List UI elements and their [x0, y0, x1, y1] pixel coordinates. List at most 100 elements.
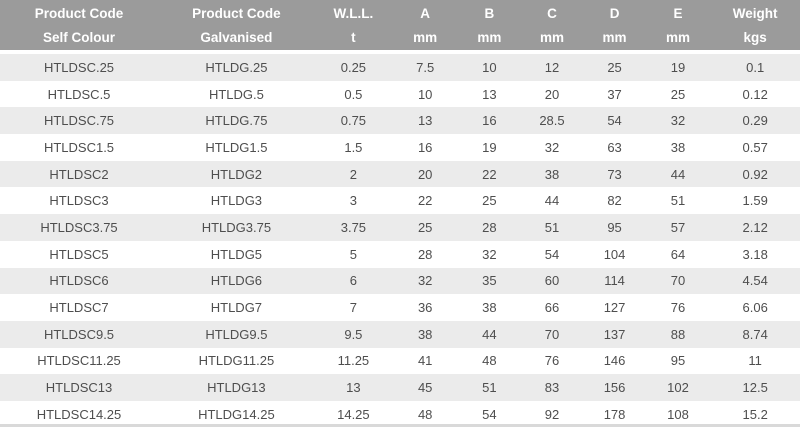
table-cell: 63	[583, 134, 646, 161]
table-cell: 146	[583, 347, 646, 375]
table-cell: 70	[645, 267, 711, 295]
table-cell: 48	[391, 400, 459, 427]
table-cell: 45	[391, 374, 459, 401]
table-row: HTLDSC.75 HTLDG.75 0.75 13 16 28.5 54 32 0.29	[0, 107, 800, 135]
header-product-code-self-colour: Product Code	[0, 0, 158, 26]
table-cell: 7.5	[391, 54, 459, 81]
table-cell: 57	[645, 214, 711, 241]
table-cell: 3.75	[314, 214, 392, 241]
table-cell: 76	[645, 294, 711, 321]
table-cell: HTLDSC1.5	[0, 134, 158, 161]
header-dim-b: B	[458, 0, 521, 26]
table-cell: 13	[314, 374, 392, 401]
table-cell: 8.74	[710, 320, 800, 348]
table-cell: 1.59	[710, 187, 800, 215]
header-unit-galvanised: Galvanised	[158, 26, 315, 54]
table-cell: 60	[520, 267, 584, 295]
table-cell: 0.1	[710, 54, 800, 81]
table-cell: 35	[458, 267, 521, 295]
table-cell: 19	[645, 54, 711, 81]
table-cell: 11	[710, 347, 800, 375]
table-cell: 44	[645, 160, 711, 188]
table-cell: 95	[645, 347, 711, 375]
table-cell: HTLDG14.25	[158, 400, 315, 427]
table-cell: 156	[583, 374, 646, 401]
table-cell: 102	[645, 374, 711, 401]
table-cell: 32	[520, 134, 584, 161]
table-cell: 16	[458, 107, 521, 135]
table-body: HTLDSC.25 HTLDG.25 0.25 7.5 10 12 25 19 0.1 HTLDS…	[0, 54, 800, 427]
table-cell: HTLDSC.75	[0, 107, 158, 135]
table-cell: 38	[520, 160, 584, 188]
table-cell: HTLDSC13	[0, 374, 158, 401]
table-row: HTLDSC3 HTLDG3 3 22 25 44 82 51 1.59	[0, 187, 800, 215]
table-cell: HTLDG6	[158, 267, 315, 295]
header-dim-a: A	[391, 0, 459, 26]
header-product-code-galvanised: Product Code	[158, 0, 315, 26]
table-cell: 64	[645, 240, 711, 268]
table-row: HTLDSC14.25 HTLDG14.25 14.25 48 54 92 178 108 15…	[0, 400, 800, 427]
table-cell: 0.92	[710, 160, 800, 188]
table-cell: 25	[391, 214, 459, 241]
table-cell: 28	[458, 214, 521, 241]
table-cell: 16	[391, 134, 459, 161]
table-cell: 2	[314, 160, 392, 188]
table-cell: 6	[314, 267, 392, 295]
table-cell: HTLDG3.75	[158, 214, 315, 241]
table-cell: 19	[458, 134, 521, 161]
table-cell: 3	[314, 187, 392, 215]
table-cell: 20	[391, 160, 459, 188]
table-cell: 7	[314, 294, 392, 321]
table-cell: 32	[645, 107, 711, 135]
table-cell: 36	[391, 294, 459, 321]
table-cell: 0.5	[314, 80, 392, 108]
table-cell: 14.25	[314, 400, 392, 427]
table-cell: 5	[314, 240, 392, 268]
table-cell: 95	[583, 214, 646, 241]
table-row: HTLDSC9.5 HTLDG9.5 9.5 38 44 70 137 88 8.74	[0, 320, 800, 348]
table-cell: 22	[458, 160, 521, 188]
table-row: HTLDSC11.25 HTLDG11.25 11.25 41 48 76 146 95 11	[0, 347, 800, 375]
table-cell: 13	[391, 107, 459, 135]
table-row: HTLDSC5 HTLDG5 5 28 32 54 104 64 3.18	[0, 240, 800, 268]
header-row-units: Self Colour Galvanised t mm mm mm mm mm …	[0, 26, 800, 54]
table-cell: 54	[583, 107, 646, 135]
table-cell: 51	[458, 374, 521, 401]
table-cell: 54	[520, 240, 584, 268]
table-cell: HTLDG7	[158, 294, 315, 321]
table-cell: 6.06	[710, 294, 800, 321]
table-row: HTLDSC13 HTLDG13 13 45 51 83 156 102 12.5	[0, 374, 800, 401]
table-cell: 114	[583, 267, 646, 295]
table-cell: HTLDG2	[158, 160, 315, 188]
table-cell: 12.5	[710, 374, 800, 401]
table-cell: 108	[645, 400, 711, 427]
table-cell: 38	[391, 320, 459, 348]
table-cell: HTLDSC5	[0, 240, 158, 268]
table-cell: 13	[458, 80, 521, 108]
table-cell: HTLDG1.5	[158, 134, 315, 161]
table-cell: HTLDG9.5	[158, 320, 315, 348]
table-cell: 0.25	[314, 54, 392, 81]
table-cell: HTLDG.25	[158, 54, 315, 81]
table-cell: 104	[583, 240, 646, 268]
table-cell: HTLDSC7	[0, 294, 158, 321]
table-row: HTLDSC7 HTLDG7 7 36 38 66 127 76 6.06	[0, 294, 800, 321]
table-cell: 44	[520, 187, 584, 215]
table-cell: HTLDG13	[158, 374, 315, 401]
header-unit-self-colour: Self Colour	[0, 26, 158, 54]
table-cell: 12	[520, 54, 584, 81]
header-unit-b-mm: mm	[458, 26, 521, 54]
header-unit-c-mm: mm	[520, 26, 584, 54]
table-cell: 32	[458, 240, 521, 268]
table-cell: 10	[458, 54, 521, 81]
table-cell: HTLDSC.25	[0, 54, 158, 81]
table-cell: 37	[583, 80, 646, 108]
header-dim-d: D	[583, 0, 646, 26]
table-cell: HTLDSC14.25	[0, 400, 158, 427]
table-cell: HTLDSC2	[0, 160, 158, 188]
table-cell: HTLDSC6	[0, 267, 158, 295]
table-cell: 28.5	[520, 107, 584, 135]
table-cell: 22	[391, 187, 459, 215]
table-cell: 83	[520, 374, 584, 401]
